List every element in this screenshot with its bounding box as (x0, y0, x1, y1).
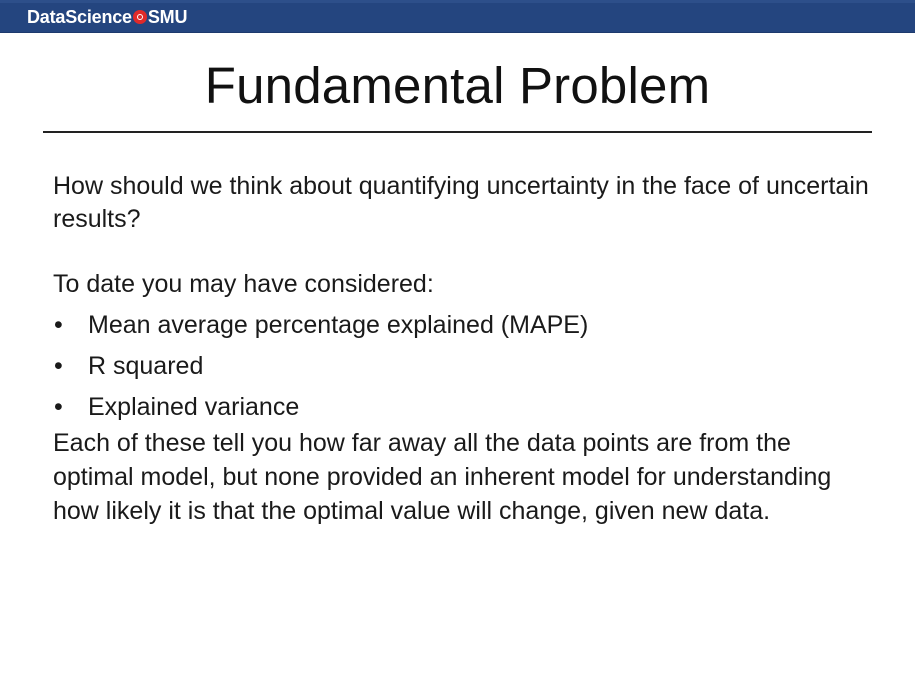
bullet-list: • Mean average percentage explained (MAPE… (53, 309, 873, 424)
spacer (53, 236, 873, 268)
bullet-icon: • (54, 393, 63, 421)
slide-title: Fundamental Problem (204, 57, 711, 114)
bullet-text: Mean average percentage explained (MAPE) (88, 311, 589, 339)
brand-right-text: SMU (147, 7, 188, 27)
brand-left-text: DataScience (27, 7, 132, 27)
bullet-item: • R squared (53, 350, 873, 383)
intro-paragraph: How should we think about quantifying un… (53, 172, 869, 233)
lead-line: To date you may have considered: (53, 270, 434, 298)
bullet-text: Explained variance (88, 393, 300, 421)
header-bar: DataScience SMU (0, 0, 915, 33)
bullet-text: R squared (88, 352, 204, 380)
bullet-icon: • (54, 311, 63, 339)
title-divider (43, 131, 872, 133)
brand-logo: DataScience SMU (27, 6, 187, 28)
at-sign-icon (132, 10, 147, 24)
bullet-item: • Explained variance (53, 391, 873, 424)
bullet-icon: • (54, 352, 63, 380)
closing-paragraph: Each of these tell you how far away all … (53, 429, 832, 525)
slide-body: How should we think about quantifying un… (53, 170, 873, 528)
bullet-item: • Mean average percentage explained (MAPE… (53, 309, 873, 342)
